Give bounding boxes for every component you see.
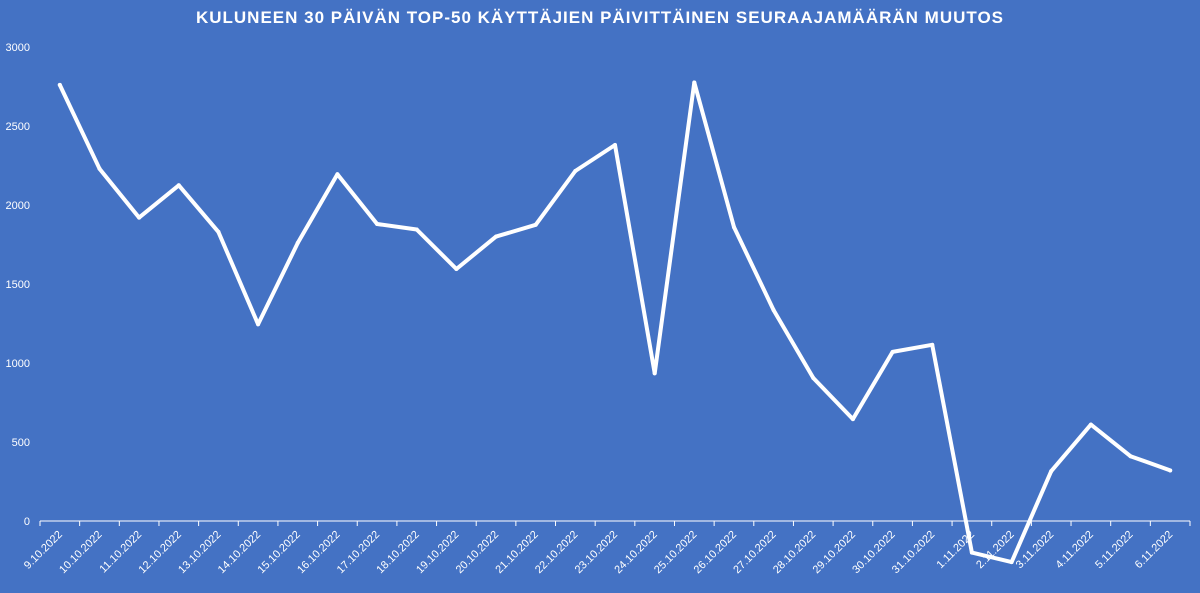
x-tick-label: 6.11.2022 (1133, 529, 1176, 572)
y-tick-label: 0 (24, 516, 30, 528)
data-point (335, 172, 340, 177)
data-point (216, 229, 221, 234)
data-point (692, 80, 697, 85)
data-point (930, 342, 935, 347)
data-point (613, 142, 617, 147)
x-tick-label: 31.10.2022 (890, 529, 937, 576)
y-tick-label: 1500 (6, 279, 30, 291)
y-tick-label: 2500 (6, 121, 30, 133)
data-point (494, 234, 499, 239)
data-point (1128, 454, 1133, 459)
data-point (1088, 422, 1093, 427)
data-point (1009, 560, 1014, 565)
data-point (969, 550, 974, 555)
x-tick-label: 10.10.2022 (57, 529, 104, 576)
x-tick-label: 3.11.2022 (1014, 529, 1057, 572)
data-point (890, 349, 895, 354)
data-point (137, 215, 142, 220)
data-point (414, 227, 419, 232)
data-point (97, 166, 102, 171)
data-point (1049, 469, 1054, 474)
x-tick-label: 5.11.2022 (1093, 529, 1136, 572)
y-tick-label: 3000 (6, 42, 30, 54)
data-point (57, 82, 62, 87)
data-point (256, 322, 261, 327)
data-point (811, 376, 816, 381)
y-tick-label: 500 (12, 437, 30, 449)
data-point (375, 221, 380, 226)
data-point (850, 417, 855, 422)
data-point (176, 183, 181, 188)
data-point (295, 240, 300, 245)
y-tick-label: 2000 (6, 200, 30, 212)
y-tick-label: 1000 (6, 358, 30, 370)
x-tick-label: 4.11.2022 (1053, 529, 1096, 572)
data-point (652, 371, 657, 376)
data-point (771, 308, 776, 313)
data-point (533, 222, 538, 227)
data-point (1168, 468, 1173, 473)
data-point (454, 266, 459, 271)
data-point (731, 225, 736, 230)
chart-title: KULUNEEN 30 PÄIVÄN TOP-50 KÄYTTÄJIEN PÄI… (195, 8, 1005, 27)
x-tick-label: 2.11.2022 (974, 529, 1017, 572)
data-point (573, 169, 578, 174)
